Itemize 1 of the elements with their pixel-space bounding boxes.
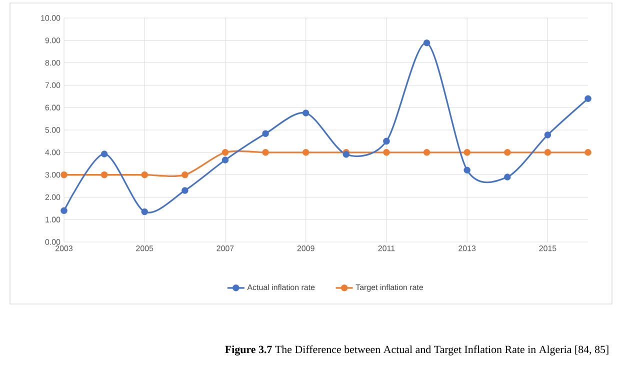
text: Figure 3.7 The Difference between Actual and Target Inflation Rate in Algeria [84, 85] xyxy=(225,345,608,356)
